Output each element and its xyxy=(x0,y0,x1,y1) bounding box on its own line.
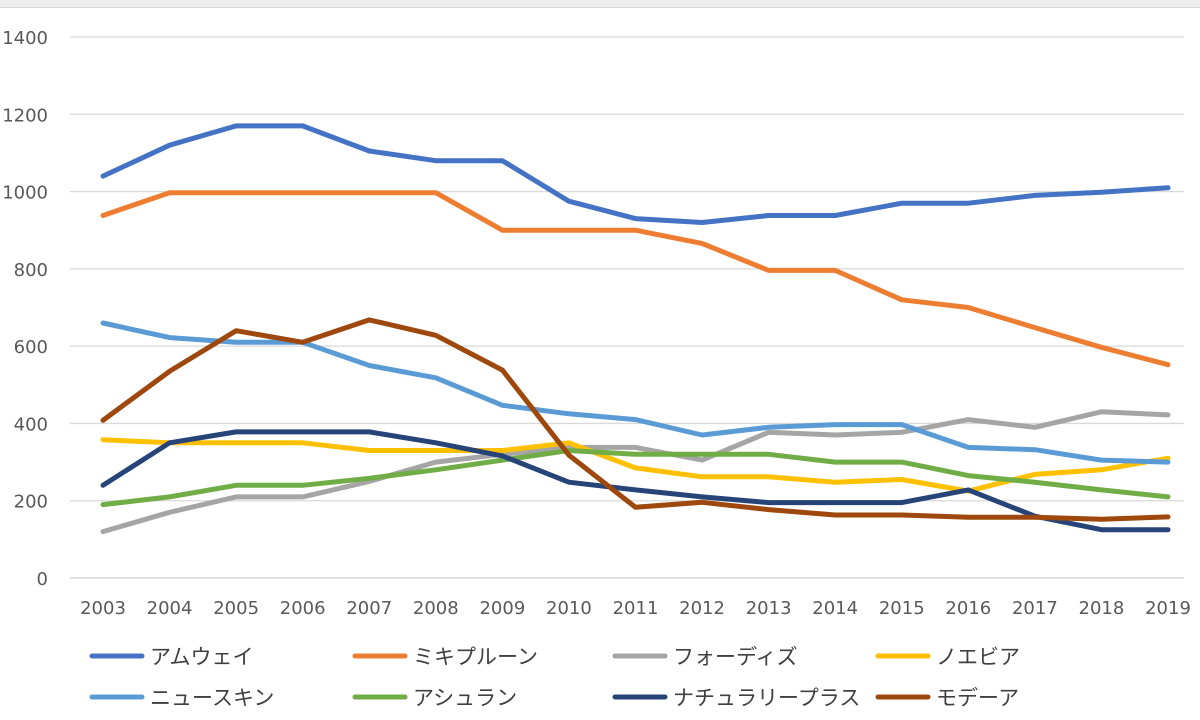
x-tick-label: 2006 xyxy=(280,598,326,619)
legend-label: フォーディズ xyxy=(673,645,798,669)
y-tick-label: 1000 xyxy=(2,183,48,204)
series-line xyxy=(100,190,1171,368)
y-tick-label: 400 xyxy=(14,414,48,435)
x-tick-label: 2004 xyxy=(147,598,193,619)
legend-label: モデーア xyxy=(936,686,1019,710)
x-tick-label: 2016 xyxy=(945,598,991,619)
x-tick-label: 2011 xyxy=(613,598,659,619)
y-tick-label: 800 xyxy=(14,260,48,281)
y-tick-label: 0 xyxy=(37,569,48,590)
x-tick-label: 2008 xyxy=(413,598,459,619)
x-tick-label: 2015 xyxy=(879,598,925,619)
x-axis-ticks: 2003 2004 2005 2006 2007 2008 2009 2010 2011 2012… xyxy=(80,598,1191,619)
x-tick-label: 2005 xyxy=(213,598,259,619)
y-tick-label: 600 xyxy=(14,337,48,358)
x-tick-label: 2014 xyxy=(812,598,858,619)
legend-label: ノエビア xyxy=(936,645,1020,669)
x-tick-label: 2010 xyxy=(546,598,592,619)
x-tick-label: 2009 xyxy=(479,598,525,619)
x-tick-label: 2003 xyxy=(80,598,126,619)
x-tick-label: 2007 xyxy=(346,598,392,619)
series-line xyxy=(100,448,1171,508)
y-tick-label: 1200 xyxy=(2,105,48,126)
x-tick-label: 2012 xyxy=(679,598,725,619)
series-line xyxy=(100,429,1171,533)
window-top-strip xyxy=(0,0,1200,8)
x-tick-label: 2017 xyxy=(1012,598,1058,619)
y-tick-label: 1400 xyxy=(2,28,48,49)
legend-label: アムウェイ xyxy=(150,645,254,669)
legend-label: ニュースキン xyxy=(150,686,274,710)
legend-label: ナチュラリープラス xyxy=(673,686,860,710)
series-line xyxy=(100,409,1171,535)
x-tick-label: 2019 xyxy=(1145,598,1191,619)
series-line xyxy=(100,317,1171,522)
legend-label: アシュラン xyxy=(413,686,517,710)
x-tick-label: 2018 xyxy=(1079,598,1125,619)
y-tick-label: 200 xyxy=(14,492,48,513)
y-axis-ticks: 0 200 400 600 800 1000 1200 1400 xyxy=(2,28,48,590)
series-line xyxy=(100,437,1171,494)
series-lines xyxy=(100,123,1171,535)
series-line xyxy=(100,320,1171,465)
x-tick-label: 2013 xyxy=(746,598,792,619)
series-line xyxy=(100,123,1171,225)
legend-label: ミキプルーン xyxy=(413,645,538,669)
